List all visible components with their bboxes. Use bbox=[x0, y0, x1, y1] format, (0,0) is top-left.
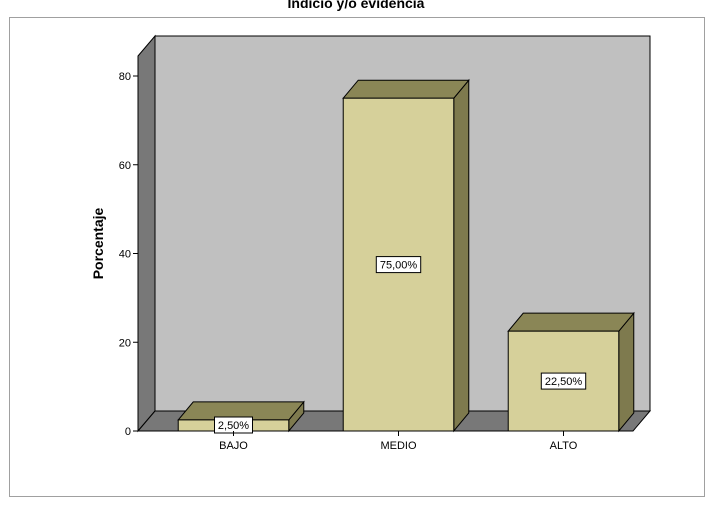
y-axis: 0 20 40 60 80 bbox=[119, 56, 139, 438]
bars: 2,50% 75,00% 22,50% bbox=[177, 78, 635, 434]
data-label: 22,50% bbox=[545, 376, 583, 388]
data-label-box bbox=[540, 372, 587, 390]
data-label: 75,00% bbox=[380, 260, 418, 272]
data-label-box bbox=[375, 256, 422, 274]
y-tick-label: 40 bbox=[119, 249, 131, 261]
x-tick-label: MEDIO bbox=[380, 440, 417, 452]
bar-group: 2,50% bbox=[177, 400, 305, 434]
x-tick-label: ALTO bbox=[550, 440, 578, 452]
x-axis-categories: BAJO MEDIO ALTO bbox=[219, 431, 578, 452]
bar-top bbox=[507, 312, 635, 332]
bar-top bbox=[342, 79, 470, 99]
data-label: 2,50% bbox=[218, 420, 249, 432]
bar-side bbox=[453, 78, 470, 433]
x-tick-label: BAJO bbox=[219, 440, 248, 452]
y-tick-label: 20 bbox=[119, 337, 131, 349]
bar-group: 22,50% bbox=[507, 311, 635, 433]
y-tick-label: 0 bbox=[125, 426, 131, 438]
side-wall bbox=[137, 34, 156, 433]
y-tick-label: 80 bbox=[119, 71, 131, 83]
y-axis-label: Porcentaje bbox=[90, 207, 106, 279]
bar-group: 75,00% bbox=[342, 78, 470, 433]
y-tick-label: 60 bbox=[119, 160, 131, 172]
bar-side bbox=[618, 311, 635, 433]
chart-title: Indicio y/o evidencia bbox=[287, 0, 425, 11]
